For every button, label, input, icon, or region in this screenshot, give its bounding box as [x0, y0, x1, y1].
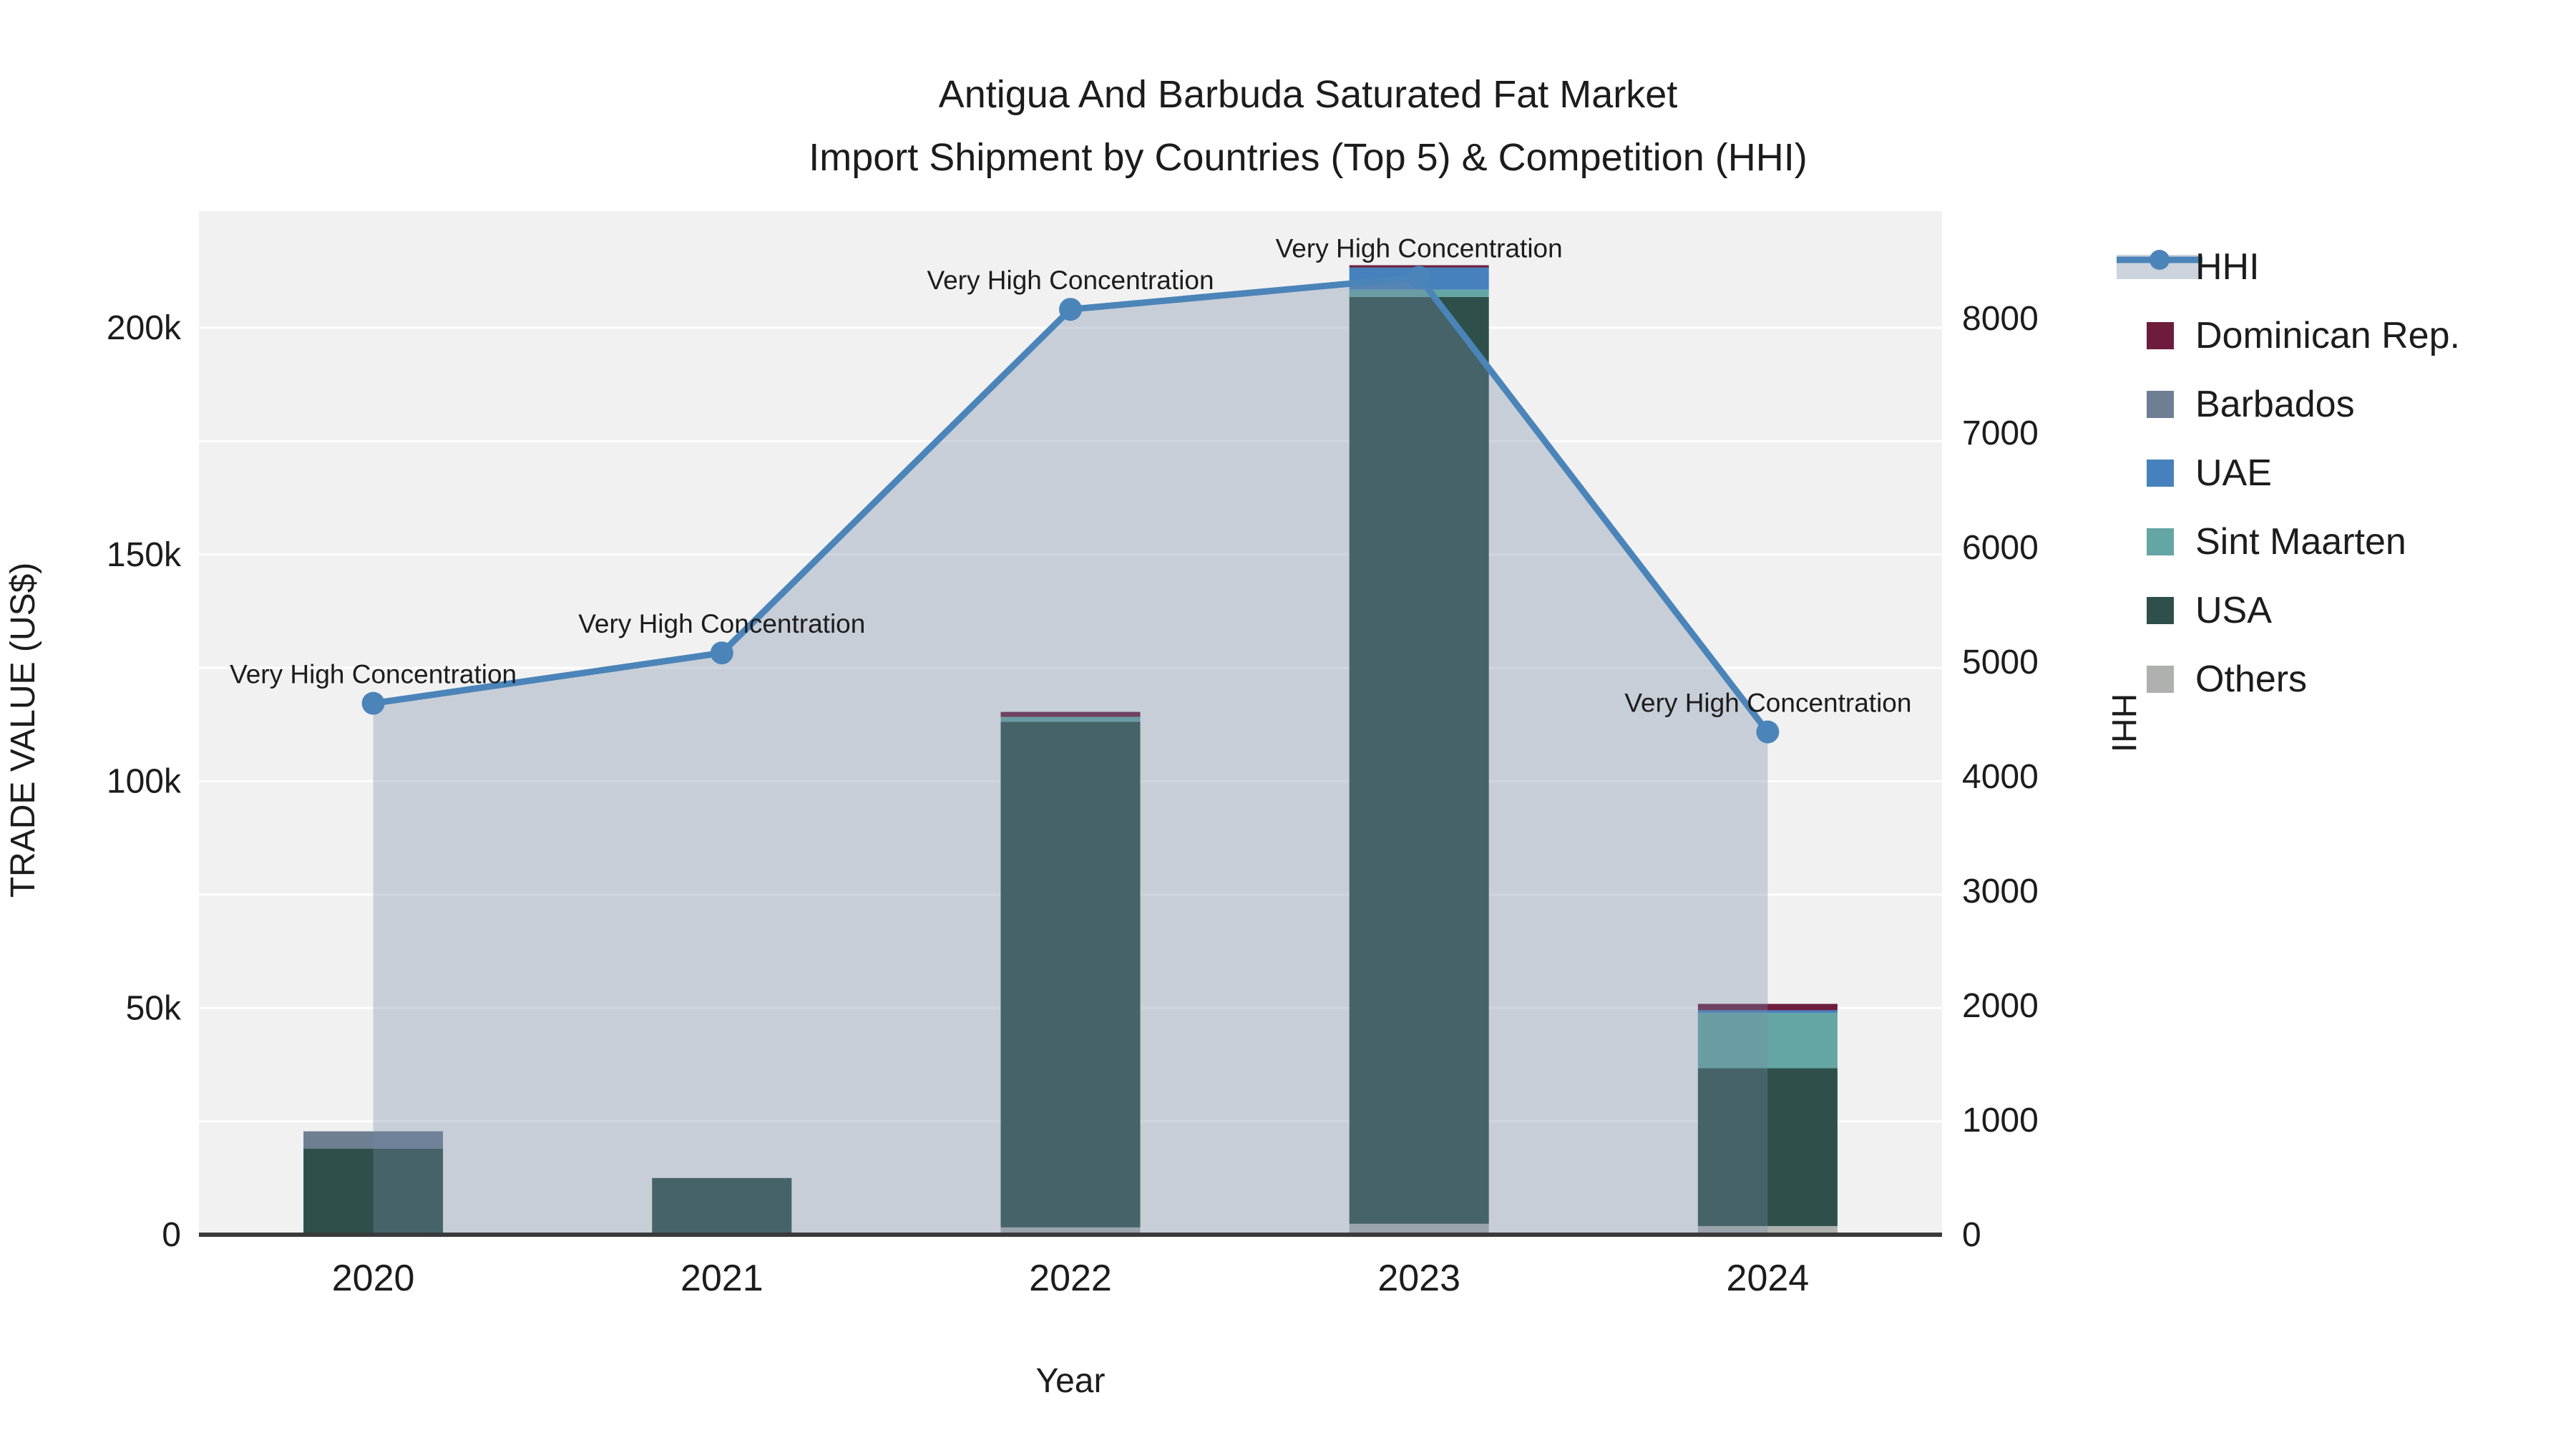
right-axis-title: HHI — [2104, 694, 2142, 753]
legend-label: HHI — [2195, 246, 2260, 288]
annotation-2023: Very High Concentration — [1276, 233, 1563, 263]
hhi-point-2024[interactable] — [1756, 720, 1780, 744]
left-axis-tick: 100k — [107, 763, 182, 801]
right-axis-tick: 7000 — [1962, 414, 2039, 452]
bar-segment-usa[interactable] — [1000, 721, 1141, 1228]
bar-segment-others[interactable] — [1697, 1225, 1838, 1235]
x-axis-tick-2024[interactable]: 2024 — [1727, 1258, 1810, 1299]
bar-segment-usa[interactable] — [1349, 296, 1489, 1224]
annotation-2022: Very High Concentration — [927, 266, 1214, 295]
x-axis-title: Year — [1036, 1362, 1106, 1400]
bar-segment-dominican-rep-[interactable] — [1697, 1004, 1838, 1011]
legend-label: Dominican Rep. — [2195, 315, 2460, 356]
legend: HHI Dominican Rep. Barbados UAE Sint Maarten… — [2117, 246, 2460, 700]
legend-item-usa[interactable]: USA — [2147, 590, 2272, 631]
annotation-2020: Very High Concentration — [230, 660, 517, 689]
legend-label: Others — [2195, 659, 2307, 700]
bar-segment-usa[interactable] — [303, 1148, 444, 1233]
right-axis-tick: 0 — [1962, 1216, 1981, 1254]
x-axis-tick-2022[interactable]: 2022 — [1029, 1258, 1112, 1299]
right-axis-tick: 8000 — [1962, 300, 2039, 338]
hhi-point-2022[interactable] — [1059, 298, 1082, 321]
bar-segment-usa[interactable] — [1697, 1068, 1838, 1226]
legend-label: USA — [2195, 590, 2272, 631]
right-axis-tick: 5000 — [1962, 643, 2039, 681]
x-axis-tick-2021[interactable]: 2021 — [680, 1258, 763, 1299]
bar-segment-others[interactable] — [1349, 1223, 1489, 1235]
axes: 0 50k 100k 150k 200k 0 1000 2000 3000 4000 5000 600… — [107, 300, 2039, 1299]
bar-segment-uae[interactable] — [1697, 1010, 1838, 1014]
legend-swatch — [2147, 597, 2174, 624]
bar-segment-sint-maarten[interactable] — [1000, 716, 1141, 722]
legend-item-sint-maarten[interactable]: Sint Maarten — [2147, 521, 2406, 563]
left-axis-title: TRADE VALUE (US$) — [4, 563, 42, 898]
left-axis-tick: 150k — [107, 536, 182, 574]
hhi-point-2021[interactable] — [710, 641, 733, 665]
hhi-area-fill — [373, 277, 1768, 1235]
legend-item-others[interactable]: Others — [2147, 659, 2307, 700]
legend-item-dominican-rep-[interactable]: Dominican Rep. — [2147, 315, 2460, 356]
bar-segment-sint-maarten[interactable] — [1697, 1013, 1838, 1069]
legend-swatch — [2147, 391, 2174, 418]
legend-item-hhi[interactable]: HHI — [2117, 246, 2260, 288]
hhi-point-2020[interactable] — [361, 691, 385, 715]
right-axis-tick: 2000 — [1962, 987, 2039, 1025]
chart-title-line1: Antigua And Barbuda Saturated Fat Market — [939, 73, 1678, 116]
right-axis-tick: 6000 — [1962, 529, 2039, 567]
right-axis-tick: 1000 — [1962, 1102, 2039, 1139]
legend-label: UAE — [2195, 452, 2272, 494]
x-axis-tick-2023[interactable]: 2023 — [1377, 1258, 1460, 1299]
annotation-2024: Very High Concentration — [1624, 689, 1911, 718]
legend-item-barbados[interactable]: Barbados — [2147, 384, 2355, 425]
chart-title-line2: Import Shipment by Countries (Top 5) & C… — [809, 136, 1807, 179]
bar-segment-sint-maarten[interactable] — [1349, 289, 1489, 297]
left-axis-tick: 0 — [162, 1216, 181, 1254]
hhi-point-2023[interactable] — [1407, 266, 1431, 289]
legend-item-uae[interactable]: UAE — [2147, 452, 2272, 494]
legend-label: Barbados — [2195, 384, 2355, 425]
annotation-2021: Very High Concentration — [578, 609, 865, 638]
bar-segment-dominican-rep-[interactable] — [1000, 711, 1141, 717]
bar-segment-barbados[interactable] — [303, 1131, 444, 1149]
legend-hhi-marker — [2150, 250, 2170, 270]
left-axis-tick: 50k — [126, 989, 182, 1027]
left-axis-tick: 200k — [107, 309, 182, 347]
legend-swatch — [2147, 528, 2174, 555]
bar-segment-usa[interactable] — [652, 1177, 792, 1235]
legend-swatch — [2147, 322, 2174, 349]
plot-area: Very High Concentration Very High Concent… — [199, 211, 1942, 1235]
legend-swatch — [2147, 666, 2174, 693]
x-axis-tick-2020[interactable]: 2020 — [332, 1258, 415, 1299]
legend-label: Sint Maarten — [2195, 521, 2406, 563]
bar-segment-others[interactable] — [1000, 1227, 1141, 1235]
right-axis-tick: 3000 — [1962, 873, 2039, 910]
right-axis-tick: 4000 — [1962, 758, 2039, 796]
legend-swatch — [2147, 460, 2174, 487]
